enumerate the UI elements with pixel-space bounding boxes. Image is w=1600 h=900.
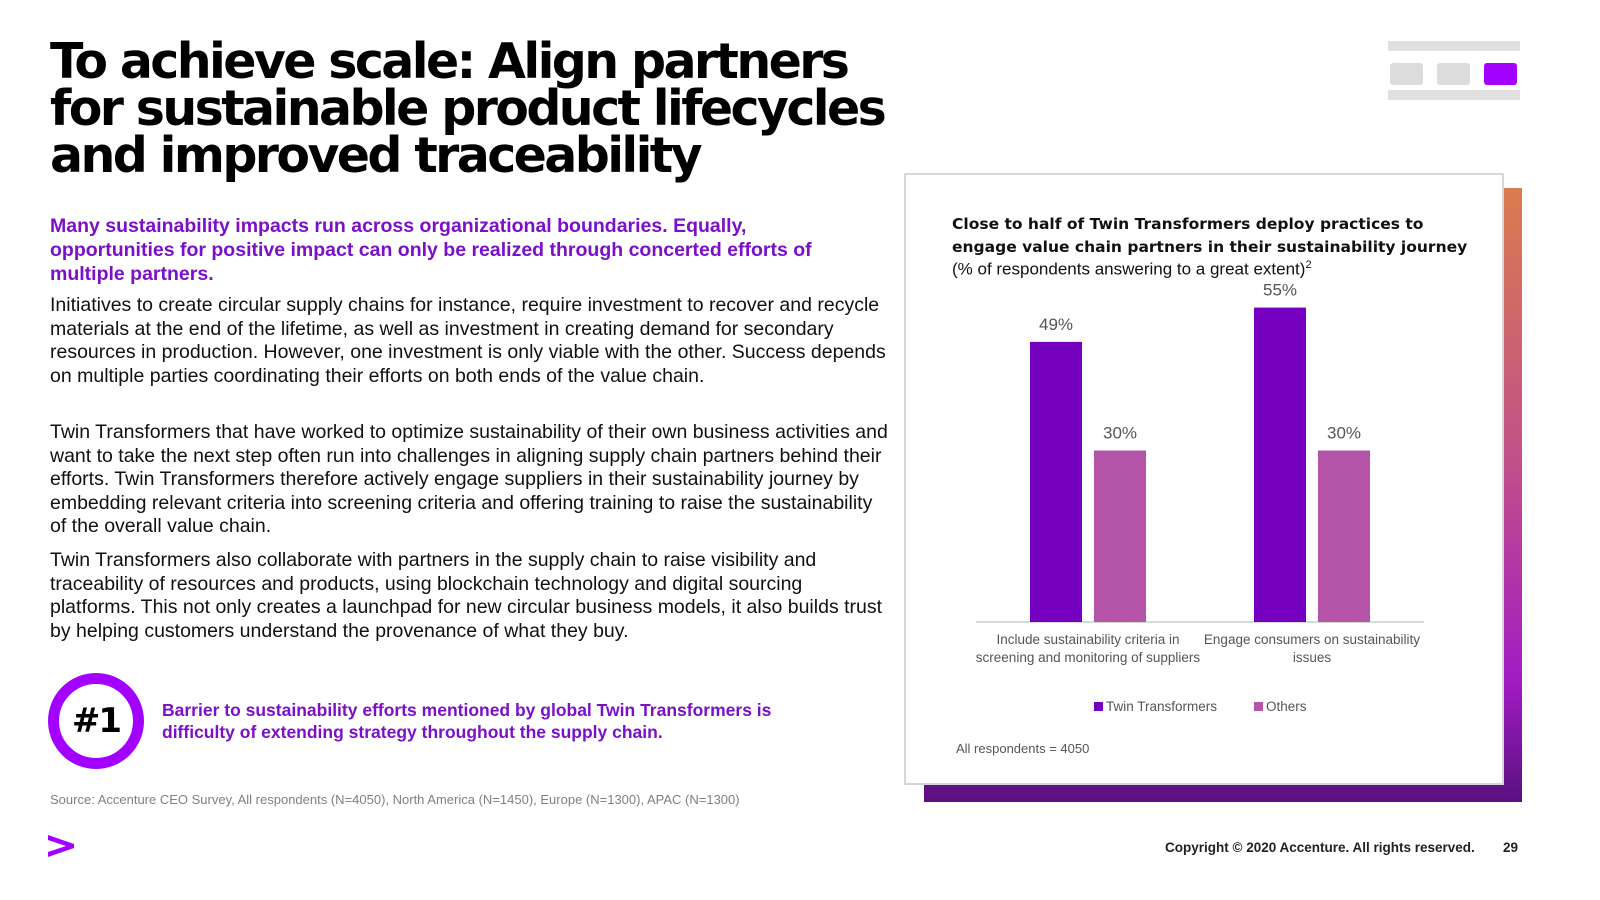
data-label-1-0: 30%: [1103, 424, 1137, 443]
respondents-note: All respondents = 4050: [956, 741, 1090, 756]
page-title-line-2: for sustainable product lifecycles: [50, 80, 887, 137]
legend-item-0: Twin Transformers: [1094, 699, 1217, 714]
page-title-line-1: To achieve scale: Align partners: [50, 33, 850, 90]
legend-item-1: Others: [1254, 699, 1307, 714]
source-note: Source: Accenture CEO Survey, All respon…: [50, 792, 740, 807]
barrier-callout: Barrier to sustainability efforts mentio…: [162, 700, 772, 742]
data-label-0-0: 49%: [1039, 315, 1073, 334]
paragraph-1: Initiatives to create circular supply ch…: [50, 294, 886, 387]
intro-text: Many sustainability impacts run across o…: [50, 215, 812, 285]
rank-badge: #1: [48, 673, 144, 769]
page-title: To achieve scale: Align partners for sus…: [50, 33, 930, 184]
chart-title: Close to half of Twin Transformers deplo…: [952, 215, 1468, 256]
accenture-chevron-icon[interactable]: [48, 833, 76, 859]
category-label-0: Include sustainability criteria in scree…: [975, 632, 1201, 665]
legend-swatch-1: [1254, 702, 1263, 711]
slide-nav-icon[interactable]: [1388, 41, 1520, 101]
legend-label-1: Others: [1266, 699, 1307, 714]
paragraph-3: Twin Transformers also collaborate with …: [50, 549, 883, 642]
category-label-1: Engage consumers on sustainability issue…: [1203, 632, 1421, 665]
rank-badge-text: #1: [71, 701, 122, 741]
chart-subtitle: (% of respondents answering to a great e…: [952, 259, 1312, 280]
bar-1-1: [1318, 450, 1370, 622]
bar-0-0: [1030, 341, 1082, 622]
copyright: Copyright © 2020 Accenture. All rights r…: [1165, 840, 1475, 855]
data-label-1-1: 30%: [1327, 424, 1361, 443]
chart-panel: Close to half of Twin Transformers deplo…: [904, 173, 1504, 785]
legend-label-0: Twin Transformers: [1106, 699, 1218, 714]
legend-swatch-0: [1094, 702, 1103, 711]
paragraph-2: Twin Transformers that have worked to op…: [50, 421, 888, 538]
page-title-line-3: and improved traceability: [50, 127, 703, 184]
bar-chart: 49% 30% 55% 30%: [976, 281, 1424, 623]
chart-subtitle-footnote: 2: [1305, 259, 1312, 271]
bar-1-0: [1094, 450, 1146, 622]
data-label-0-1: 55%: [1263, 281, 1297, 300]
bar-0-1: [1254, 307, 1306, 622]
page-number: 29: [1503, 840, 1519, 855]
chart-subtitle-text: (% of respondents answering to a great e…: [952, 259, 1306, 279]
